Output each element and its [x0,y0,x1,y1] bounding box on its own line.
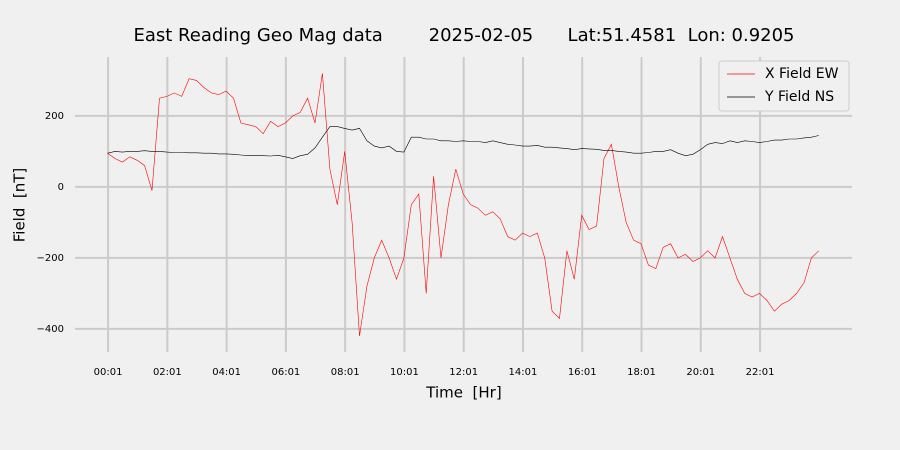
x-tick-label: 08:01 [331,367,360,378]
y-tick-label: 0 [58,182,64,193]
y-tick-label: −200 [37,253,64,264]
legend-box [718,60,850,112]
x-axis-label: Time [Hr] [425,384,501,402]
x-tick-label: 16:01 [568,367,597,378]
legend-label: Y Field NS [764,89,834,105]
data-line [107,126,819,159]
x-tick-label: 00:01 [94,367,123,378]
x-tick-label: 10:01 [390,367,419,378]
x-tick-label: 04:01 [212,367,241,378]
y-tick-label: 200 [45,111,64,122]
x-tick-label: 12:01 [449,367,478,378]
x-tick-label: 22:01 [746,367,775,378]
y-axis-label: Field [nT] [11,168,29,243]
chart-title: East Reading Geo Mag data 2025-02-05 Lat… [133,25,794,46]
x-tick-label: 18:01 [627,367,656,378]
x-tick-label: 20:01 [686,367,715,378]
legend-label: X Field EW [765,66,839,82]
x-tick-label: 06:01 [271,367,300,378]
y-tick-label: −400 [37,324,64,335]
data-line [107,73,820,337]
x-tick-label: 14:01 [509,367,538,378]
x-tick-label: 02:01 [153,367,182,378]
